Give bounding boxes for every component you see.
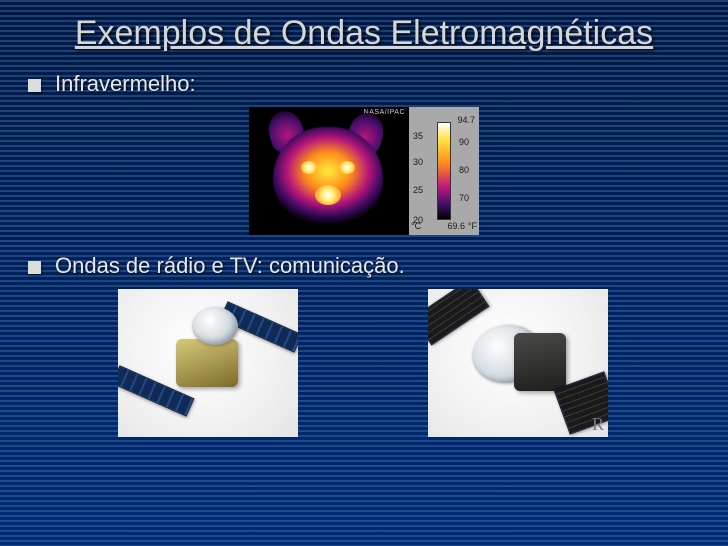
thermal-shape bbox=[315, 185, 341, 205]
thermal-shape bbox=[339, 161, 355, 174]
scale-tick: 70 bbox=[459, 193, 469, 203]
thermal-shape bbox=[273, 127, 383, 225]
satellite-image-1 bbox=[118, 289, 298, 437]
bullet-item: Infravermelho: bbox=[28, 71, 700, 97]
thermal-figure: NASA/IPAC 35 30 25 20 94.7 90 80 70 69.6… bbox=[249, 107, 479, 235]
slide: Exemplos de Ondas Eletromagnéticas Infra… bbox=[0, 0, 728, 546]
slide-title: Exemplos de Ondas Eletromagnéticas bbox=[28, 14, 700, 53]
scale-tick: 90 bbox=[459, 137, 469, 147]
thermal-shape bbox=[301, 161, 317, 174]
thermal-scale: 35 30 25 20 94.7 90 80 70 69.6 °C °F bbox=[409, 107, 479, 235]
bullet-marker-icon bbox=[28, 261, 41, 274]
thermal-image: NASA/IPAC bbox=[249, 107, 409, 235]
bullet-list: Infravermelho: bbox=[28, 71, 700, 97]
bullet-text: Infravermelho: bbox=[55, 71, 196, 97]
satellite-dish-icon bbox=[192, 307, 238, 345]
bullet-list: Ondas de rádio e TV: comunicação. bbox=[28, 253, 700, 279]
scale-unit-right: °F bbox=[468, 221, 477, 231]
scale-tick: 25 bbox=[413, 185, 423, 195]
bullet-marker-icon bbox=[28, 79, 41, 92]
satellite-body bbox=[514, 333, 566, 391]
thermal-image-row: NASA/IPAC 35 30 25 20 94.7 90 80 70 69.6… bbox=[28, 107, 700, 235]
scale-tick: 30 bbox=[413, 157, 423, 167]
satellite-image-2: R bbox=[428, 289, 608, 437]
scale-unit-left: °C bbox=[411, 221, 421, 231]
scale-tick: 94.7 bbox=[457, 115, 475, 125]
scale-tick: 69.6 bbox=[447, 221, 465, 231]
bullet-text: Ondas de rádio e TV: comunicação. bbox=[55, 253, 405, 279]
scale-tick: 80 bbox=[459, 165, 469, 175]
watermark: R bbox=[592, 414, 604, 435]
satellite-body bbox=[176, 339, 238, 387]
bullet-item: Ondas de rádio e TV: comunicação. bbox=[28, 253, 700, 279]
scale-tick: 35 bbox=[413, 131, 423, 141]
satellite-image-row: R bbox=[28, 289, 700, 437]
scale-gradient-bar bbox=[437, 122, 451, 220]
